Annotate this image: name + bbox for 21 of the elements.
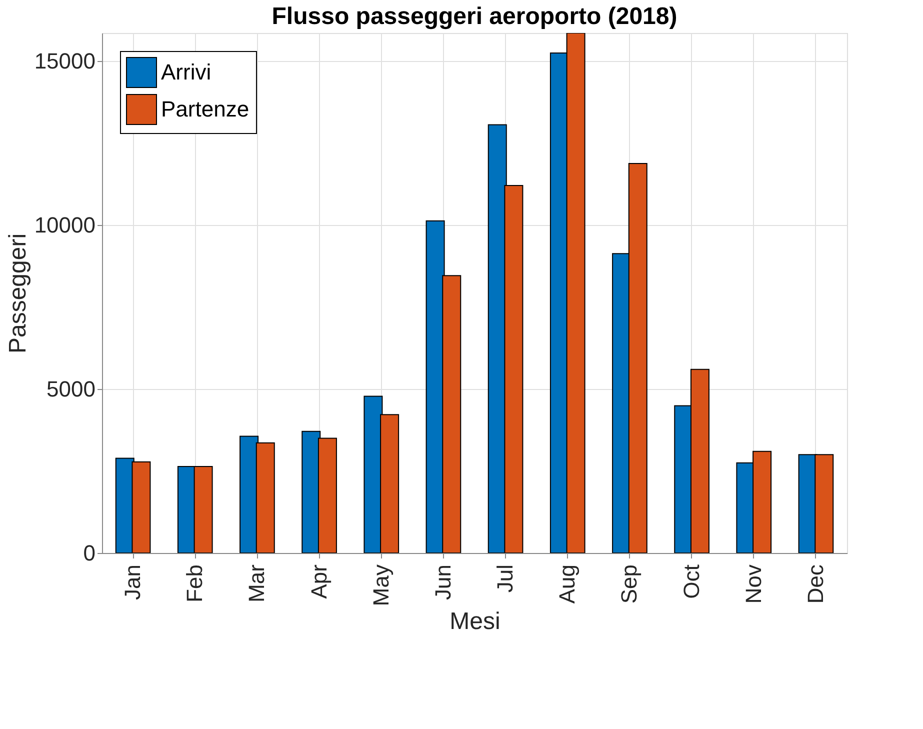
y-tick-label: 10000 — [34, 212, 96, 238]
y-axis-title: Passeggeri — [4, 233, 32, 354]
y-tick-label: 5000 — [46, 376, 96, 402]
x-tick-label: Oct — [678, 564, 704, 599]
x-tick-label: Nov — [740, 564, 766, 604]
x-tick-label: Sep — [616, 564, 642, 604]
x-tick-label: Jun — [430, 564, 456, 600]
chart-title: Flusso passeggeri aeroporto (2018) — [272, 3, 678, 30]
y-tick-label: 15000 — [34, 48, 96, 74]
x-tick-label: May — [368, 564, 394, 606]
x-tick-label: Apr — [306, 564, 332, 599]
x-tick-label: Feb — [182, 564, 208, 602]
x-tick-label: Dec — [802, 564, 828, 604]
x-axis-title: Mesi — [450, 608, 500, 636]
legend-label: Arrivi — [161, 60, 212, 84]
x-tick-label: Aug — [554, 564, 580, 604]
x-tick-label: Jul — [492, 564, 518, 593]
x-tick-label: Mar — [244, 564, 270, 602]
y-tick-label: 0 — [83, 540, 96, 566]
legend-label: Partenze — [161, 96, 250, 122]
x-tick-label: Jan — [120, 564, 146, 600]
